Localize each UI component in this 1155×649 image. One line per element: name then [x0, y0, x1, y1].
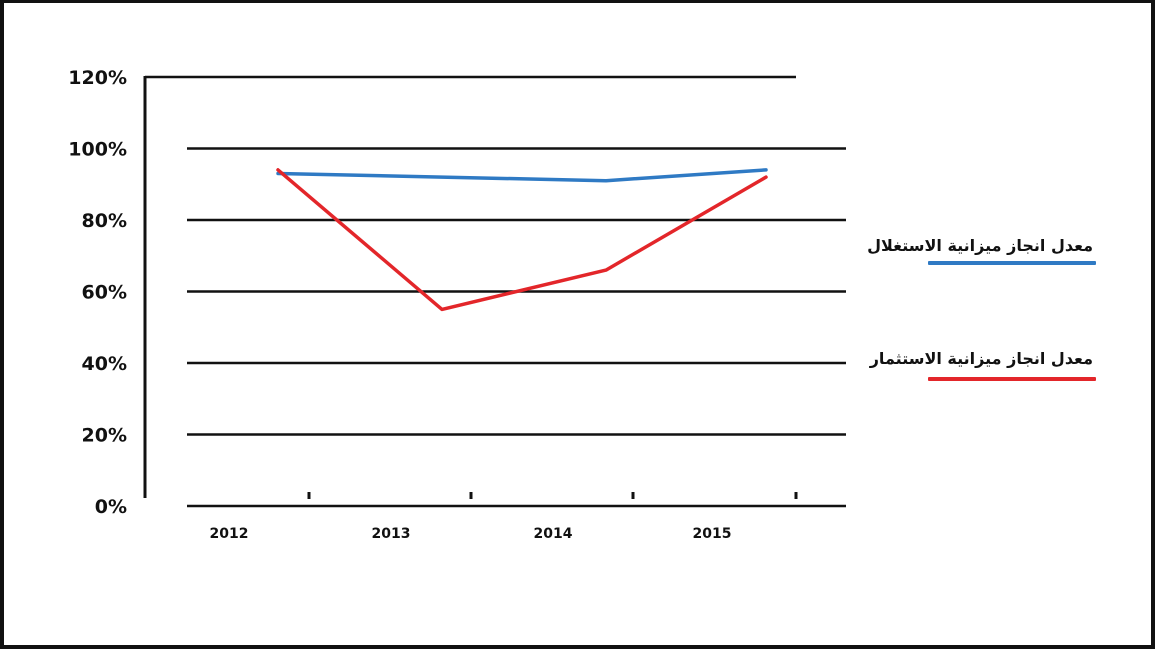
- series-lines: [276, 168, 768, 312]
- gridlines: [145, 75, 846, 436]
- y-tick-label: 60%: [82, 282, 127, 304]
- axes: [143, 76, 846, 508]
- x-tick-label: 2014: [534, 526, 573, 542]
- legend-line-investment: [928, 377, 1096, 381]
- y-tick-labels: 0% 20% 40% 60% 80% 100% 120%: [68, 67, 127, 518]
- y-tick-label: 80%: [82, 210, 127, 232]
- x-tick-label: 2015: [693, 526, 732, 542]
- line-chart: 0% 20% 40% 60% 80% 100% 120% 2012 2013 2014 2015: [68, 67, 846, 542]
- legend-label-investment: معدل انجاز ميزانية الاستثمار: [869, 349, 1093, 368]
- legend-line-operating: [928, 261, 1096, 265]
- y-tick-label: 0%: [95, 496, 127, 518]
- legend-label-operating: معدل انجاز ميزانية الاستغلال: [867, 236, 1093, 255]
- y-tick-label: 40%: [82, 353, 127, 375]
- x-tick-label: 2013: [372, 526, 411, 542]
- series-line-operating: [276, 168, 768, 183]
- x-tick-label: 2012: [210, 526, 249, 542]
- x-tick-labels: 2012 2013 2014 2015: [210, 526, 732, 542]
- y-tick-label: 100%: [68, 139, 127, 161]
- series-line-investment: [276, 168, 768, 312]
- y-tick-label: 120%: [68, 67, 127, 89]
- y-tick-label: 20%: [82, 425, 127, 447]
